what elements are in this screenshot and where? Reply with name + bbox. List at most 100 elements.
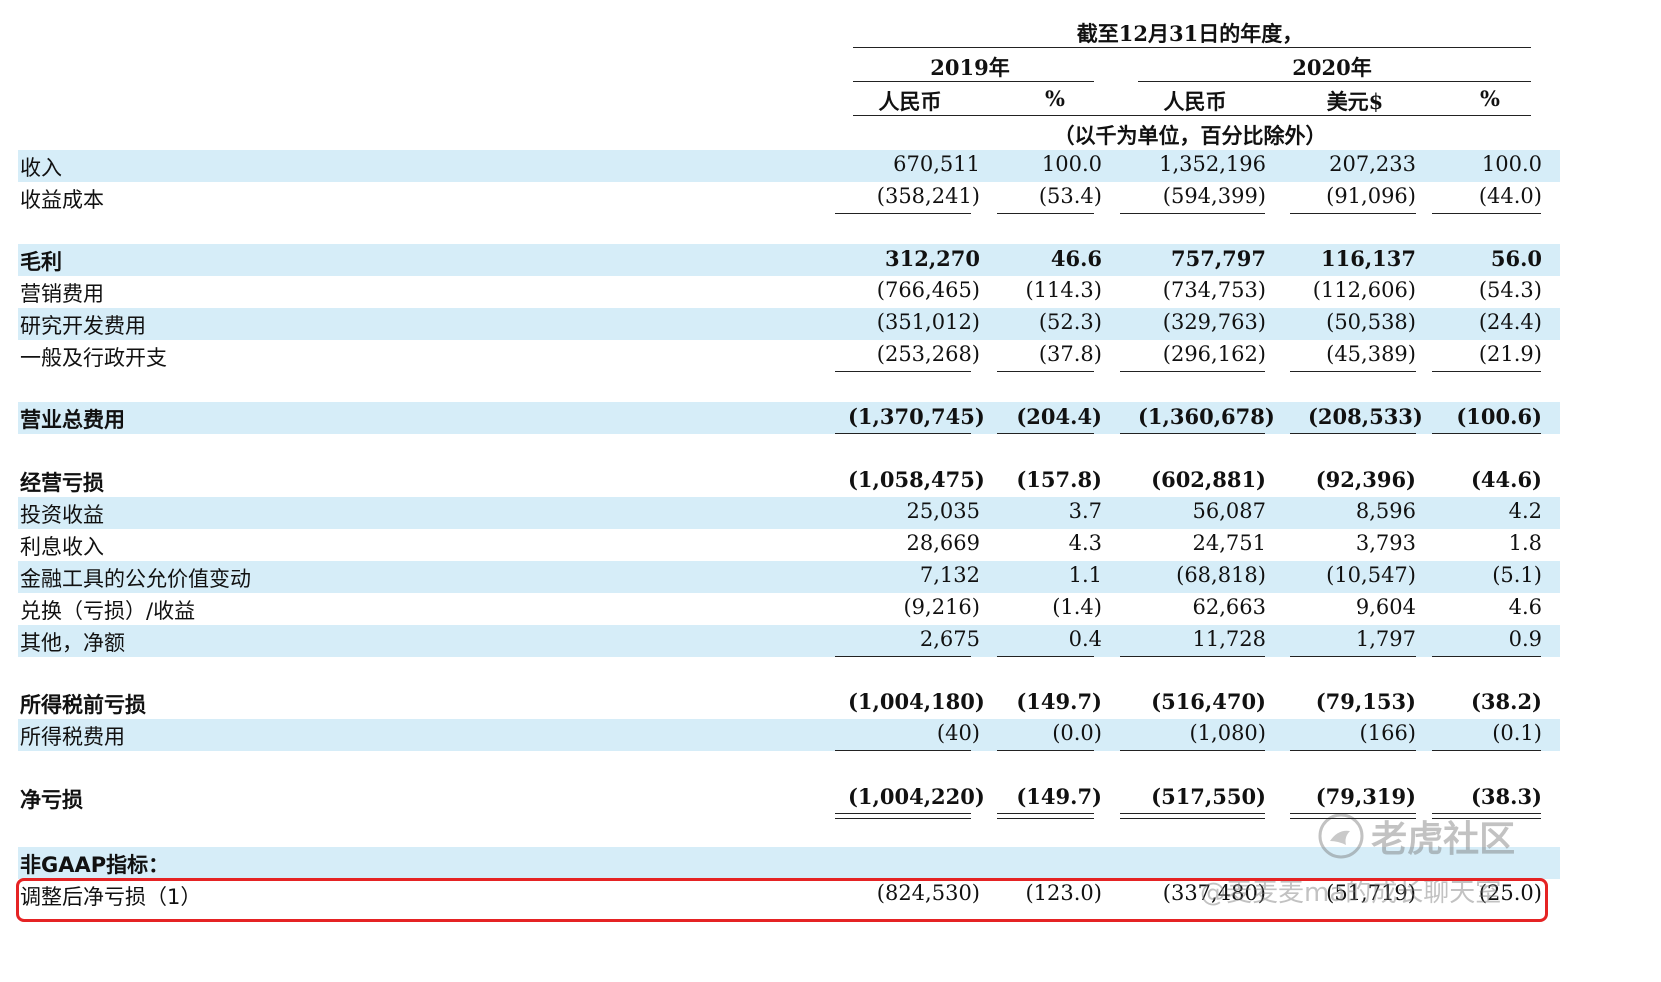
table-row: 所得税费用 (40) (0.0) (1,080) (166) (0.1) xyxy=(18,719,1560,751)
table-row: 兑换（亏损）/收益 (9,216) (1.4) 62,663 9,604 4.6 xyxy=(18,593,1560,625)
row-label: 一般及行政开支 xyxy=(20,346,167,370)
row-value-col2: (114.3) xyxy=(1025,278,1102,302)
row-value-col3: 24,751 xyxy=(1192,531,1266,555)
total-double-underline xyxy=(835,818,971,819)
subtotal-underline xyxy=(1120,656,1265,657)
table-row: 其他，净额 2,675 0.4 11,728 1,797 0.9 xyxy=(18,625,1560,657)
row-value-col4: (79,153) xyxy=(1315,689,1416,714)
row-value-col5: (44.0) xyxy=(1478,184,1542,208)
row-value-col1: (1,058,475) xyxy=(848,467,985,492)
row-value-col3: (329,763) xyxy=(1162,310,1266,334)
row-value-col2: (52.3) xyxy=(1038,310,1102,334)
row-label: 利息收入 xyxy=(20,535,104,559)
row-value-col5: (0.1) xyxy=(1492,721,1542,745)
row-value-col3: 1,352,196 xyxy=(1159,152,1266,176)
col-rmb-2019: 人民币 xyxy=(878,89,942,114)
total-double-underline xyxy=(1120,818,1265,819)
row-value-col3: (337,480) xyxy=(1162,881,1266,905)
row-label: 营销费用 xyxy=(20,282,104,306)
subtotal-underline xyxy=(1120,213,1265,214)
row-value-col2: 100.0 xyxy=(1041,152,1102,176)
subtotal-underline xyxy=(1432,371,1541,372)
subtotal-underline xyxy=(997,213,1094,214)
row-value-col3: (734,753) xyxy=(1162,278,1266,302)
table-row: 研究开发费用 (351,012) (52.3) (329,763) (50,538) (2… xyxy=(18,308,1560,340)
row-value-col1: 25,035 xyxy=(906,499,980,523)
row-value-col2: (204.4) xyxy=(1016,404,1102,429)
row-value-col5: (54.3) xyxy=(1478,278,1542,302)
total-double-underline xyxy=(1432,818,1541,819)
row-value-col1: (1,004,220) xyxy=(848,784,985,809)
col-pct-2019: % xyxy=(1045,86,1065,111)
table-row: 金融工具的公允价值变动 7,132 1.1 (68,818) (10,547) (5.1) xyxy=(18,561,1560,593)
row-value-col4: 207,233 xyxy=(1329,152,1416,176)
row-value-col5: (21.9) xyxy=(1478,342,1542,366)
row-label: 兑换（亏损）/收益 xyxy=(20,599,196,623)
column-header-rule xyxy=(853,115,1531,116)
subtotal-underline xyxy=(1432,750,1541,751)
table-row: 毛利 312,270 46.6 757,797 116,137 56.0 xyxy=(18,244,1560,276)
row-value-col2: 3.7 xyxy=(1068,499,1102,523)
subtotal-underline xyxy=(1432,813,1541,814)
row-value-col5: (25.0) xyxy=(1478,881,1542,905)
row-value-col2: 1.1 xyxy=(1068,563,1102,587)
author-watermark: @麦麦麦ma的成长聊天室 xyxy=(1200,878,1502,908)
year-2020-heading: 2020年 xyxy=(1292,55,1372,80)
row-value-col4: 116,137 xyxy=(1321,246,1416,271)
row-value-col1: 2,675 xyxy=(919,627,980,651)
units-note: （以千为单位，百分比除外） xyxy=(1053,123,1327,148)
row-value-col1: 312,270 xyxy=(885,246,980,271)
subtotal-underline xyxy=(1120,433,1265,434)
row-label: 毛利 xyxy=(20,250,62,274)
row-value-col3: (517,550) xyxy=(1151,784,1266,809)
row-value-col4: 9,604 xyxy=(1355,595,1416,619)
table-row: 利息收入 28,669 4.3 24,751 3,793 1.8 xyxy=(18,529,1560,561)
row-value-col4: 1,797 xyxy=(1355,627,1416,651)
row-label: 投资收益 xyxy=(20,503,104,527)
year-2020-rule xyxy=(1138,81,1531,82)
row-value-col4: (166) xyxy=(1359,721,1416,745)
subtotal-underline xyxy=(835,656,971,657)
subtotal-underline xyxy=(835,750,971,751)
brand-watermark: 老虎社区 xyxy=(1316,810,1515,862)
subtotal-underline xyxy=(835,433,971,434)
row-value-col5: (24.4) xyxy=(1478,310,1542,334)
subtotal-underline xyxy=(1432,656,1541,657)
subtotal-underline xyxy=(1290,656,1416,657)
row-value-col3: 11,728 xyxy=(1192,627,1266,651)
row-value-col5: 100.0 xyxy=(1481,152,1542,176)
row-value-col2: (157.8) xyxy=(1016,467,1102,492)
period-title: 截至12月31日的年度， xyxy=(1076,21,1304,46)
row-value-col1: (1,004,180) xyxy=(848,689,985,714)
row-label: 金融工具的公允价值变动 xyxy=(20,567,251,591)
row-value-col1: (766,465) xyxy=(876,278,980,302)
subtotal-underline xyxy=(1290,750,1416,751)
row-value-col2: (149.7) xyxy=(1016,784,1102,809)
subtotal-underline xyxy=(997,813,1094,814)
row-label: 所得税前亏损 xyxy=(20,693,146,717)
row-value-col1: 7,132 xyxy=(919,563,980,587)
table-row: 经营亏损 (1,058,475) (157.8) (602,881) (92,396) (… xyxy=(18,465,1560,497)
row-label: 经营亏损 xyxy=(20,471,104,495)
subtotal-underline xyxy=(997,750,1094,751)
subtotal-underline xyxy=(1290,433,1416,434)
row-value-col3: (602,881) xyxy=(1151,467,1266,492)
subtotal-underline xyxy=(997,371,1094,372)
row-value-col3: (68,818) xyxy=(1176,563,1266,587)
row-label: 所得税费用 xyxy=(20,725,125,749)
subtotal-underline xyxy=(1290,813,1416,814)
row-label: 净亏损 xyxy=(20,788,83,812)
subtotal-underline xyxy=(835,371,971,372)
row-label: 其他，净额 xyxy=(20,631,125,655)
row-label: 调整后净亏损（1） xyxy=(20,885,202,909)
row-value-col5: (38.3) xyxy=(1470,784,1542,809)
total-double-underline xyxy=(1290,818,1416,819)
brand-watermark-text: 老虎社区 xyxy=(1371,819,1516,860)
highlight-box xyxy=(16,878,1548,922)
tiger-logo-icon xyxy=(1318,813,1364,859)
row-label: 收益成本 xyxy=(20,188,104,212)
col-rmb-2020: 人民币 xyxy=(1163,89,1227,114)
row-value-col3: 62,663 xyxy=(1192,595,1266,619)
row-value-col2: (149.7) xyxy=(1016,689,1102,714)
row-value-col1: (40) xyxy=(936,721,980,745)
